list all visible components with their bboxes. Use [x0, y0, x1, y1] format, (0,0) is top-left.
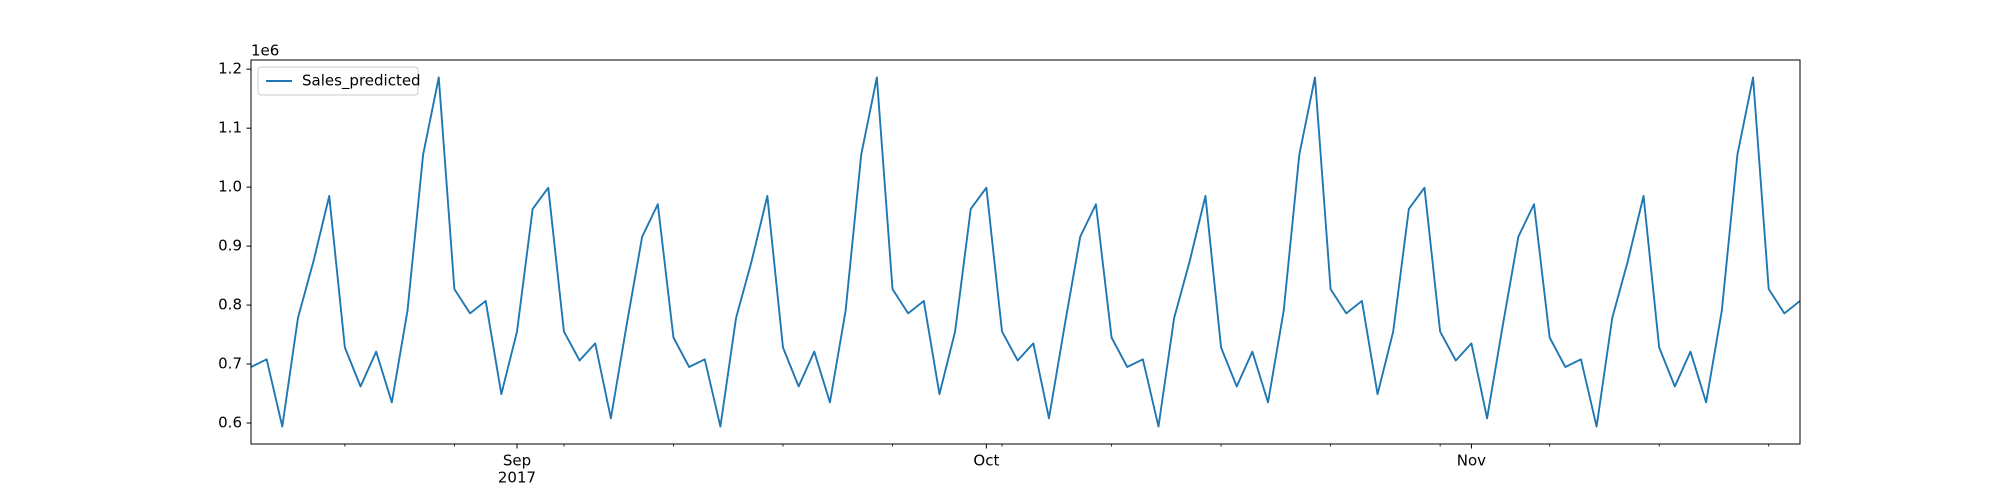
legend-box: [257, 66, 419, 96]
y-offset-text: 1e6: [251, 42, 279, 60]
axes-frame: [250, 59, 1801, 445]
x-tick-label: Oct: [973, 452, 999, 470]
y-tick-label: 1.0: [218, 178, 242, 196]
y-tick-label: 1.2: [218, 60, 242, 78]
x-tick-label: 2017: [498, 469, 536, 487]
y-tick-label: 0.9: [218, 237, 242, 255]
y-tick-label: 1.1: [218, 119, 242, 137]
legend-label: Sales_predicted: [302, 72, 421, 91]
y-tick-label: 0.8: [218, 296, 242, 314]
line-series: [250, 76, 1801, 428]
y-tick-label: 0.6: [218, 414, 242, 432]
x-tick-label: Nov: [1457, 452, 1486, 470]
y-tick-label: 0.7: [218, 355, 242, 373]
x-tick-label: Sep: [503, 452, 531, 470]
